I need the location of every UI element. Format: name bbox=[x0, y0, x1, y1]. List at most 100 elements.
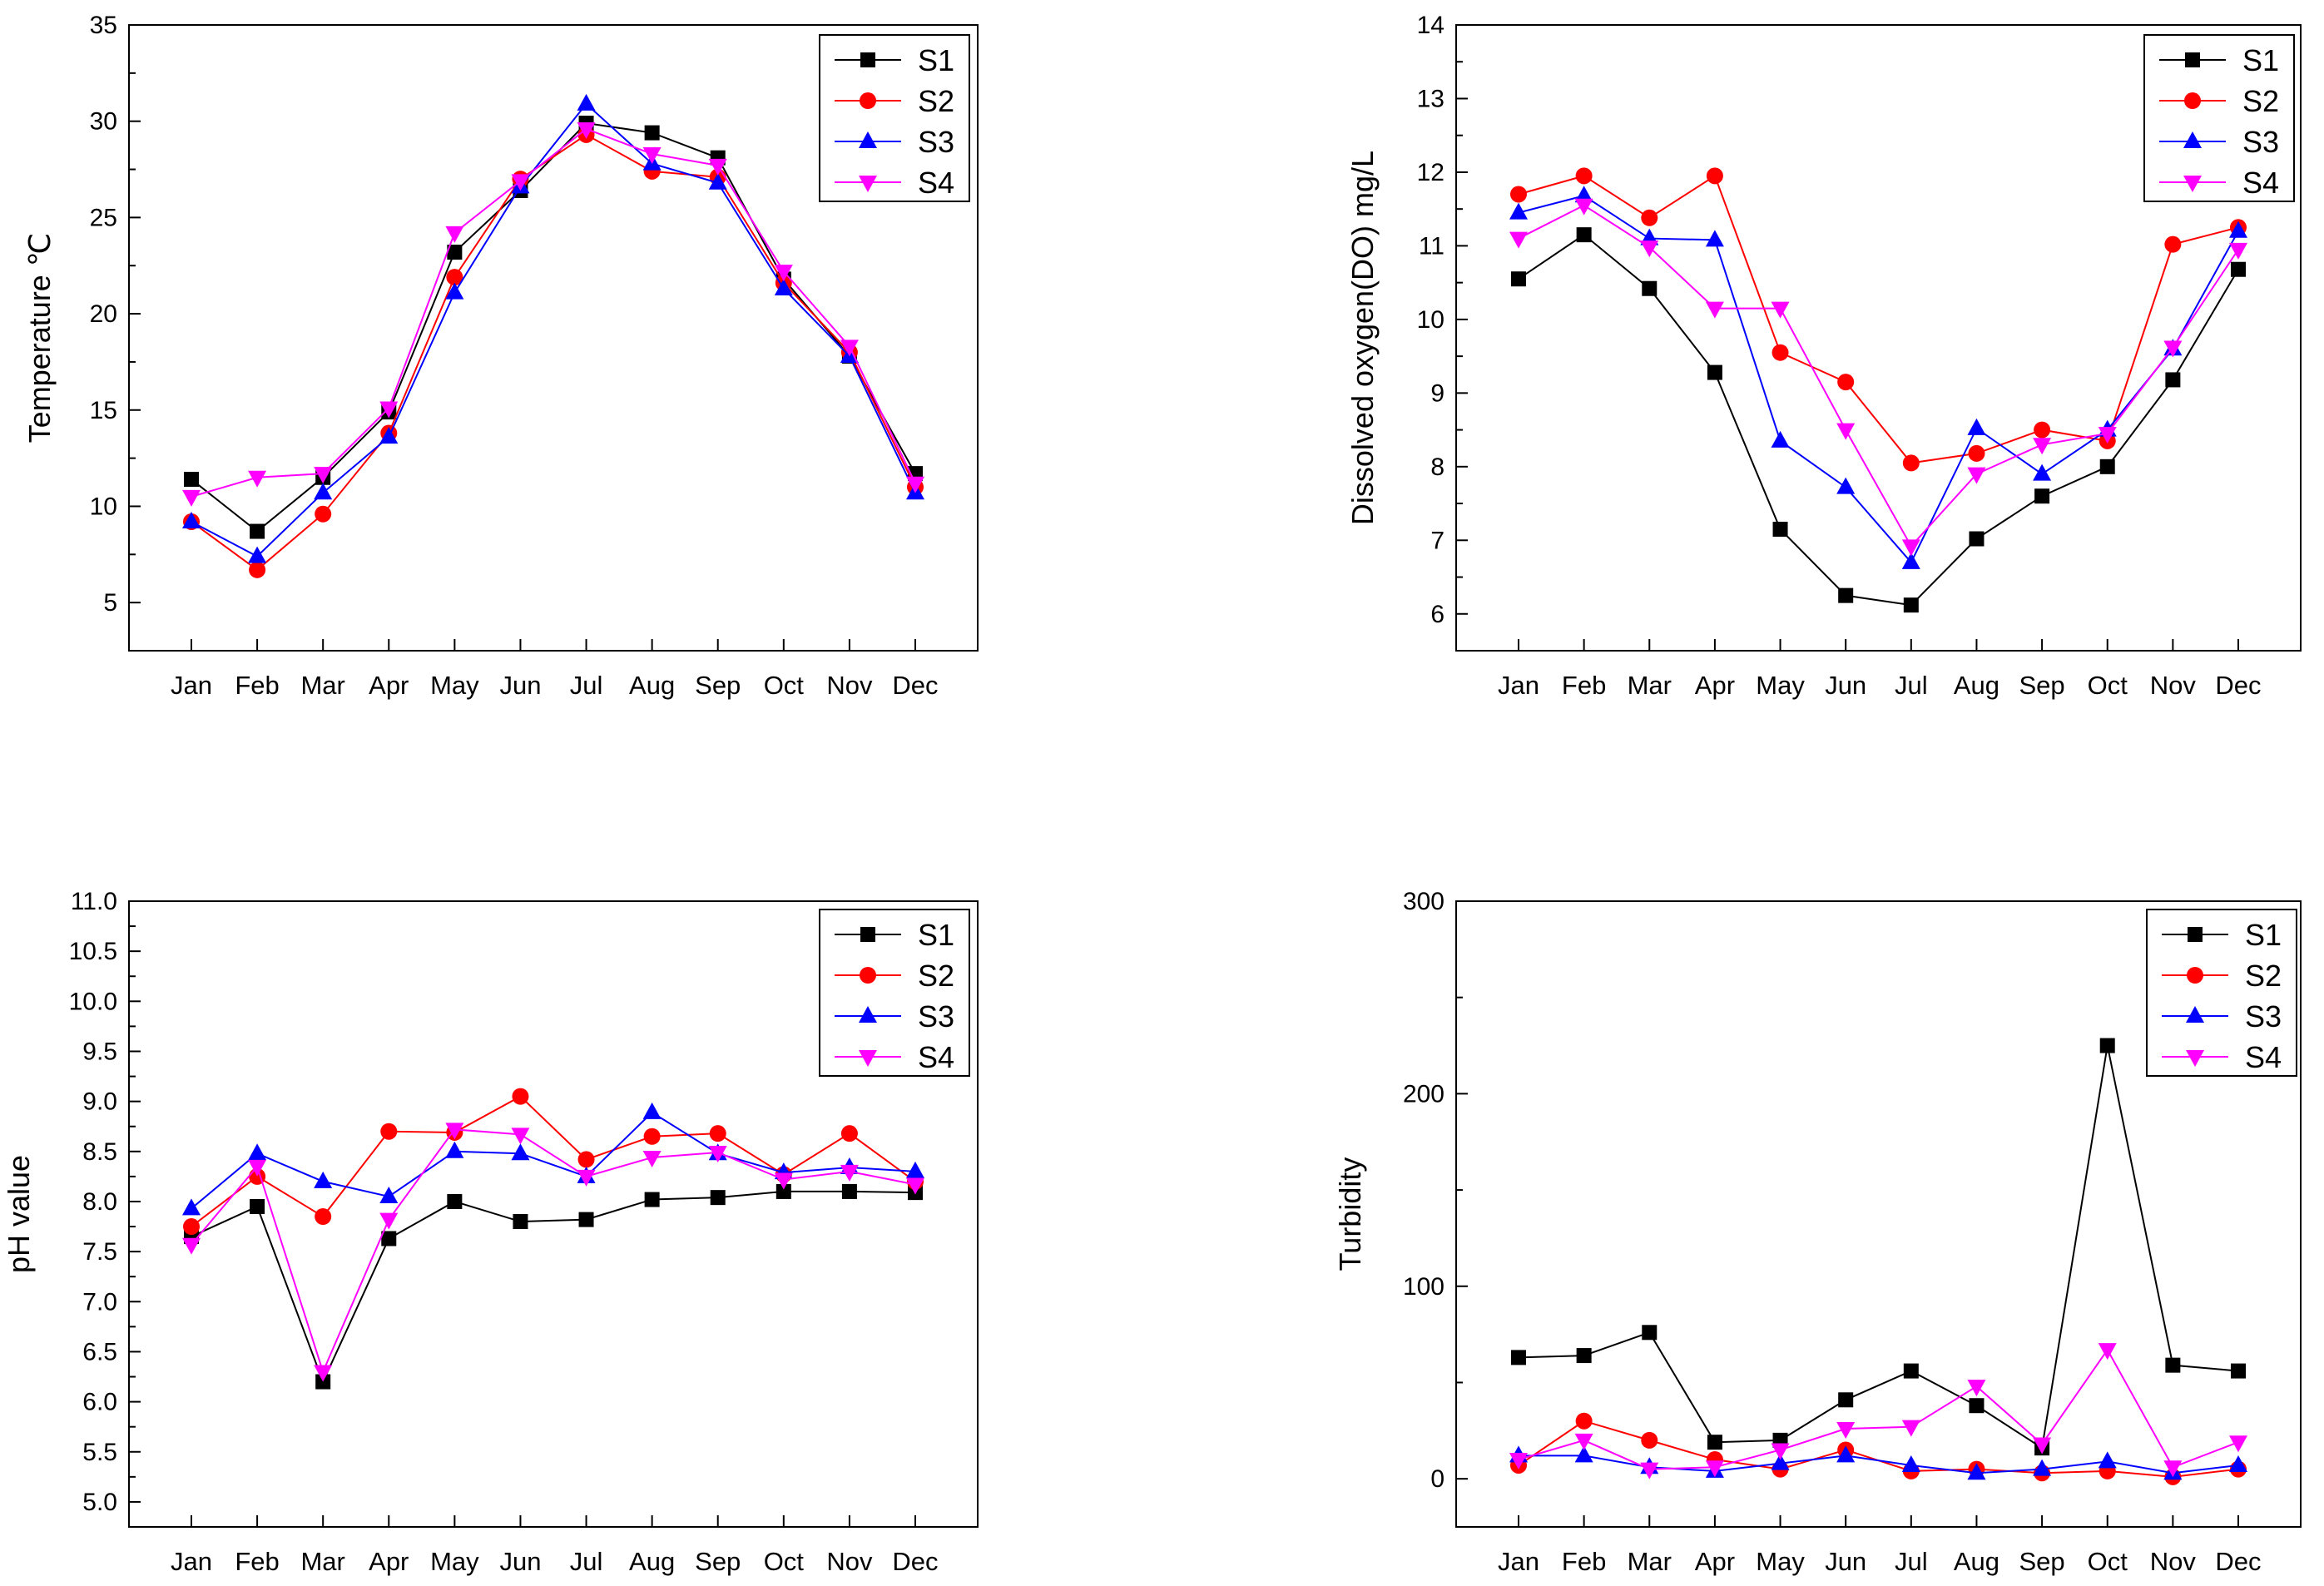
y-tick-label: 7.5 bbox=[82, 1238, 117, 1266]
y-tick-label: 7.0 bbox=[82, 1288, 117, 1316]
data-point bbox=[577, 1151, 595, 1168]
data-point bbox=[1969, 1398, 1985, 1414]
data-point bbox=[710, 1190, 726, 1206]
data-point bbox=[1707, 1435, 1722, 1450]
data-point bbox=[1575, 167, 1593, 185]
data-point bbox=[1641, 1431, 1658, 1449]
data-point bbox=[2034, 421, 2051, 439]
data-point bbox=[1511, 271, 1526, 287]
x-tick-label: Feb bbox=[235, 671, 279, 700]
data-point bbox=[2099, 1038, 2115, 1053]
y-axis-label: pH value bbox=[2, 1155, 36, 1273]
x-tick-label: Dec bbox=[2215, 671, 2261, 700]
data-point bbox=[1574, 186, 1593, 203]
series-S3 bbox=[182, 93, 924, 563]
data-point bbox=[708, 172, 727, 190]
data-point bbox=[1574, 198, 1593, 216]
data-point bbox=[2099, 458, 2115, 474]
legend-label: S4 bbox=[918, 1040, 954, 1074]
series-line bbox=[1518, 233, 2239, 607]
legend-box bbox=[819, 909, 970, 1077]
legend-label: S2 bbox=[918, 84, 954, 118]
series-S3 bbox=[1509, 1445, 2247, 1480]
data-point bbox=[708, 158, 727, 176]
data-point bbox=[1968, 444, 1985, 462]
data-point bbox=[906, 476, 924, 493]
data-point bbox=[708, 1146, 727, 1163]
data-point bbox=[642, 1102, 662, 1119]
data-point bbox=[709, 1125, 726, 1142]
data-point bbox=[1838, 1392, 1854, 1408]
series-line bbox=[191, 127, 916, 498]
y-tick-label: 9 bbox=[1430, 379, 1444, 407]
data-point bbox=[906, 1161, 924, 1178]
data-point bbox=[512, 1088, 529, 1105]
data-point bbox=[643, 1128, 661, 1145]
data-point bbox=[446, 269, 463, 286]
series-S2 bbox=[183, 126, 924, 578]
data-point bbox=[2231, 261, 2246, 277]
y-tick-label: 0 bbox=[1430, 1465, 1444, 1493]
data-point bbox=[1642, 280, 1658, 296]
data-point bbox=[250, 1198, 265, 1214]
y-tick-label: 15 bbox=[90, 397, 117, 424]
data-point bbox=[1838, 587, 1854, 603]
data-point bbox=[2098, 1343, 2117, 1360]
legend-marker bbox=[2183, 176, 2202, 192]
x-tick-label: Jul bbox=[570, 671, 603, 700]
data-point bbox=[2098, 1451, 2117, 1469]
data-point bbox=[644, 125, 660, 141]
legend-label: S1 bbox=[2242, 43, 2279, 77]
x-tick-label: May bbox=[1756, 1547, 1805, 1576]
data-point bbox=[314, 483, 333, 500]
data-point bbox=[642, 1151, 662, 1168]
x-tick-label: Aug bbox=[1954, 671, 1999, 700]
data-point bbox=[248, 1159, 267, 1177]
data-point bbox=[1836, 423, 1856, 440]
x-tick-label: Dec bbox=[2215, 1547, 2261, 1576]
data-point bbox=[379, 427, 399, 444]
y-tick-label: 12 bbox=[1417, 159, 1444, 186]
y-axis-label: Temperature ℃ bbox=[22, 233, 57, 444]
data-point bbox=[1705, 1460, 1724, 1478]
x-tick-label: Oct bbox=[764, 1547, 805, 1576]
data-point bbox=[774, 1172, 793, 1190]
data-point bbox=[774, 278, 793, 295]
x-tick-label: Nov bbox=[826, 1547, 873, 1576]
data-point bbox=[841, 1183, 857, 1199]
y-tick-label: 6 bbox=[1430, 601, 1444, 628]
legend-marker bbox=[860, 92, 876, 109]
x-tick-label: Aug bbox=[629, 1547, 675, 1576]
data-point bbox=[1705, 230, 1724, 247]
series-line bbox=[1518, 174, 2239, 464]
data-point bbox=[445, 1141, 464, 1158]
x-tick-label: Feb bbox=[1562, 671, 1606, 700]
x-tick-label: Jan bbox=[171, 671, 212, 700]
data-point bbox=[1901, 1455, 1920, 1472]
data-point bbox=[314, 1365, 333, 1382]
data-point bbox=[1836, 1421, 1856, 1439]
series-S1 bbox=[184, 1183, 923, 1390]
legend-label: S1 bbox=[918, 918, 954, 952]
x-tick-label: Jul bbox=[1895, 671, 1928, 700]
series-line bbox=[191, 1111, 916, 1210]
data-point bbox=[511, 1128, 530, 1145]
series-line bbox=[191, 133, 916, 572]
data-point bbox=[1576, 227, 1592, 243]
data-point bbox=[1771, 301, 1790, 319]
x-tick-label: Jun bbox=[499, 1547, 541, 1576]
x-tick-label: Jun bbox=[1825, 671, 1866, 700]
plot-frame bbox=[1455, 24, 2302, 652]
y-tick-label: 300 bbox=[1403, 888, 1444, 915]
legend-marker bbox=[2184, 92, 2201, 109]
series-S4 bbox=[182, 1123, 924, 1382]
data-point bbox=[2033, 438, 2052, 455]
x-tick-label: Apr bbox=[1695, 1547, 1735, 1576]
y-tick-label: 14 bbox=[1417, 12, 1444, 39]
data-point bbox=[1574, 1433, 1593, 1450]
legend-marker bbox=[859, 1006, 877, 1023]
data-point bbox=[2033, 1459, 2052, 1476]
legend-marker bbox=[860, 52, 875, 67]
x-tick-label: Sep bbox=[695, 1547, 741, 1576]
legend: S1 S2 S3 S4 bbox=[2146, 909, 2297, 1077]
